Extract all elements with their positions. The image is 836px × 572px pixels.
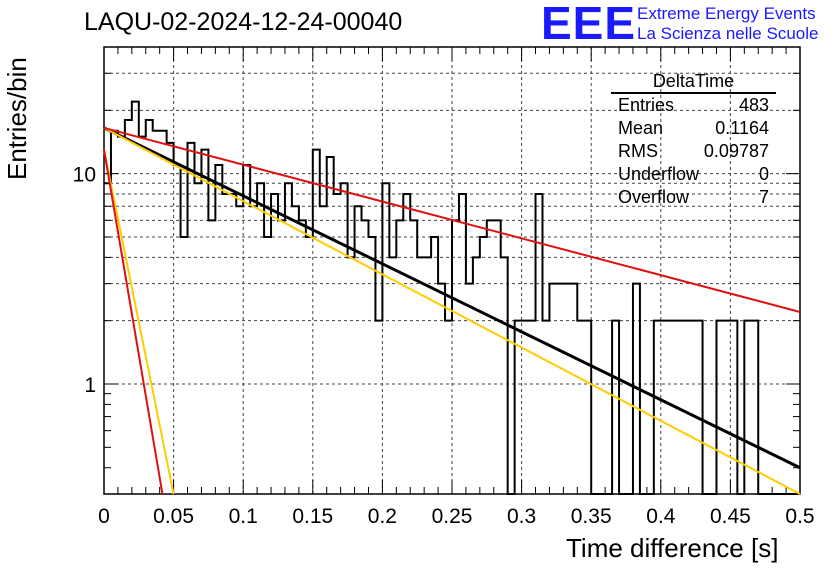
x-tick-label: 0.5: [785, 505, 814, 528]
fit-line: [103, 126, 801, 470]
stats-row-rms: RMS 0.09787: [611, 140, 776, 163]
stats-box: DeltaTime Entries 483 Mean 0.1164 RMS 0.…: [611, 70, 776, 209]
fit-line: [103, 126, 801, 313]
stats-value: 0.09787: [703, 141, 769, 161]
fit-line: [103, 149, 175, 495]
logo-subtitle-line1: Extreme Energy Events: [637, 4, 816, 23]
stats-label: Entries: [618, 95, 675, 115]
x-tick-label: 0: [98, 505, 110, 528]
x-axis-title: Time difference [s]: [566, 533, 779, 563]
stats-value: 0: [758, 164, 769, 184]
x-tick-label: 0.4: [646, 505, 676, 528]
stats-value: 483: [738, 95, 769, 115]
stats-value: 0.1164: [715, 118, 769, 138]
x-tick-label: 0.2: [368, 505, 397, 528]
y-tick-label: 10: [73, 164, 96, 187]
stats-row-overflow: Overflow 7: [611, 186, 776, 209]
fit-line: [103, 127, 801, 495]
x-tick-label: 0.25: [432, 505, 473, 528]
histogram-outline: [104, 100, 800, 495]
stats-label: Mean: [618, 118, 664, 138]
y-axis-title: Entries/bin: [2, 57, 32, 180]
x-tick-label: 0.45: [710, 505, 751, 528]
x-tick-label: 0.15: [292, 505, 333, 528]
stats-value: 7: [758, 187, 769, 207]
logo-subtitle-line2: La Scienza nelle Scuole: [637, 24, 819, 43]
x-tick-label: 0.35: [571, 505, 612, 528]
stats-title: DeltaTime: [611, 70, 776, 94]
x-tick-label: 0.1: [229, 505, 258, 528]
eee-logo: EEE: [541, 0, 637, 49]
x-tick-label: 0.3: [507, 505, 536, 528]
stats-row-underflow: Underflow 0: [611, 163, 776, 186]
y-tick-label: 1: [84, 374, 96, 397]
plot-title: LAQU-02-2024-12-24-00040: [84, 8, 403, 36]
stats-row-mean: Mean 0.1164: [611, 117, 776, 140]
x-tick-label: 0.05: [153, 505, 194, 528]
stats-label: Overflow: [618, 187, 690, 207]
stats-label: RMS: [618, 141, 658, 161]
stats-row-entries: Entries 483: [611, 94, 776, 117]
fit-line: [103, 149, 164, 495]
stats-label: Underflow: [618, 164, 700, 184]
